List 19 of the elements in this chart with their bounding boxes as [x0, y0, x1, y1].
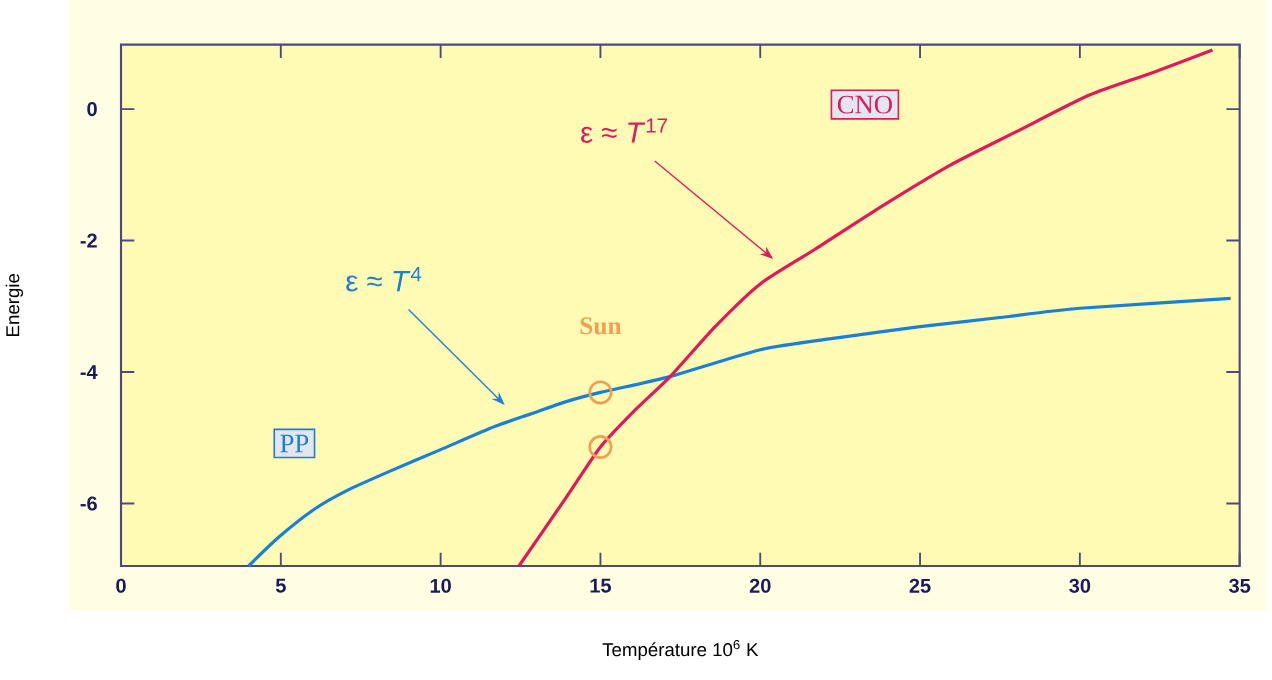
- x-tick-label: 30: [1069, 578, 1091, 593]
- annotation: ε ≈ T$^{17}$: [581, 118, 668, 143]
- text: Sun: [580, 317, 622, 335]
- x-axis-title: Température 10$^{6}$ K: [602, 640, 759, 660]
- y-tick-label: -4: [80, 365, 98, 379]
- y-tick-label: -6: [80, 496, 97, 511]
- y-axis-title: Energie: [5, 273, 24, 336]
- x-tick-label: 0: [116, 578, 126, 593]
- x-tick-label: 10: [430, 578, 451, 593]
- y-tick-label: -2: [80, 233, 97, 248]
- x-tick-label: 15: [590, 578, 611, 593]
- series-label: PP: [280, 434, 309, 453]
- x-tick-label: 35: [1229, 578, 1251, 593]
- x-tick-label: 25: [909, 578, 931, 593]
- y-tick-label: 0: [87, 101, 97, 117]
- x-tick-label: 20: [749, 578, 771, 593]
- x-tick-label: 5: [275, 578, 286, 593]
- text: CNO: [837, 95, 892, 114]
- annotation: ε ≈ T$^{4}$: [346, 267, 422, 292]
